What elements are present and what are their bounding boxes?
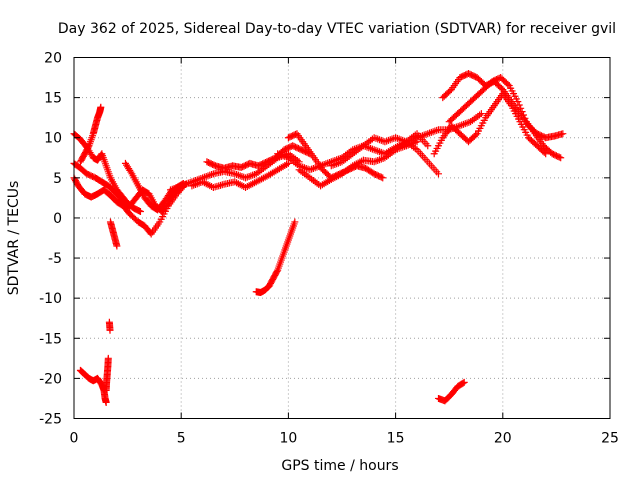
y-tick-label: -10: [39, 291, 62, 307]
series-arc-22: [105, 318, 114, 334]
data-point-marker: [477, 110, 485, 118]
data-point-marker: [559, 130, 567, 138]
y-tick-label: 10: [44, 131, 62, 147]
y-tick-label: -15: [39, 331, 62, 347]
y-tick-label: 20: [44, 51, 62, 67]
data-point-marker: [379, 174, 387, 182]
x-axis-label: GPS time / hours: [281, 458, 398, 474]
data-point-marker: [517, 104, 525, 112]
data-point-marker: [540, 148, 548, 156]
data-point-marker: [472, 131, 480, 139]
data-point-marker: [102, 398, 110, 406]
y-axis: -25 -20 -15 -10 -5 0 5 10 15 20: [39, 51, 610, 428]
data-points: [70, 70, 567, 406]
y-tick-label: 0: [53, 211, 62, 227]
data-point-marker: [104, 354, 112, 362]
data-point-marker: [521, 114, 529, 122]
data-point-marker: [515, 101, 523, 109]
data-point-marker: [518, 108, 526, 116]
data-point-marker: [84, 143, 92, 151]
data-point-marker: [557, 154, 565, 162]
data-point-marker: [377, 173, 385, 181]
data-point-marker: [460, 378, 468, 386]
data-point-marker: [136, 208, 144, 216]
y-tick-label: -20: [39, 371, 62, 387]
data-point-marker: [113, 242, 121, 250]
data-point-marker: [424, 142, 432, 150]
data-point-marker: [514, 98, 522, 106]
data-point-marker: [434, 170, 442, 178]
y-tick-label: -5: [48, 251, 62, 267]
series-arc-23: [434, 378, 468, 405]
data-point-marker: [555, 153, 563, 161]
series-arc-17: [445, 74, 565, 162]
data-point-marker: [291, 218, 299, 226]
grid: [74, 57, 610, 419]
data-point-marker: [459, 379, 467, 387]
y-axis-label: SDTVAR / TECUs: [6, 181, 22, 296]
series-arc-20: [76, 366, 110, 406]
data-point-marker: [97, 103, 105, 111]
y-tick-label: 5: [53, 171, 62, 187]
x-tick-label: 10: [279, 431, 297, 447]
plot-frame: [73, 57, 611, 419]
series-arc-18: [430, 90, 550, 158]
y-tick-label: -25: [39, 412, 62, 428]
x-tick-label: 0: [70, 431, 79, 447]
data-point-marker: [542, 150, 550, 158]
x-tick-label: 25: [601, 431, 619, 447]
series-arc-21: [102, 354, 112, 394]
data-point-marker: [273, 267, 281, 275]
series-arc-4: [76, 103, 105, 166]
x-tick-label: 5: [177, 431, 186, 447]
y-tick-label: 15: [44, 91, 62, 107]
series-arc-19: [252, 218, 299, 297]
data-point-marker: [520, 111, 528, 119]
series-arc-9: [203, 142, 314, 172]
data-point-marker: [504, 80, 512, 88]
x-tick-label: 20: [494, 431, 512, 447]
data-point-marker: [106, 326, 114, 334]
series-arc-5: [106, 218, 121, 250]
series-arc-10: [188, 159, 292, 191]
chart-title: Day 362 of 2025, Sidereal Day-to-day VTE…: [58, 21, 616, 37]
x-axis: 0 5 10 15 20 25: [70, 57, 619, 447]
x-tick-label: 15: [387, 431, 405, 447]
